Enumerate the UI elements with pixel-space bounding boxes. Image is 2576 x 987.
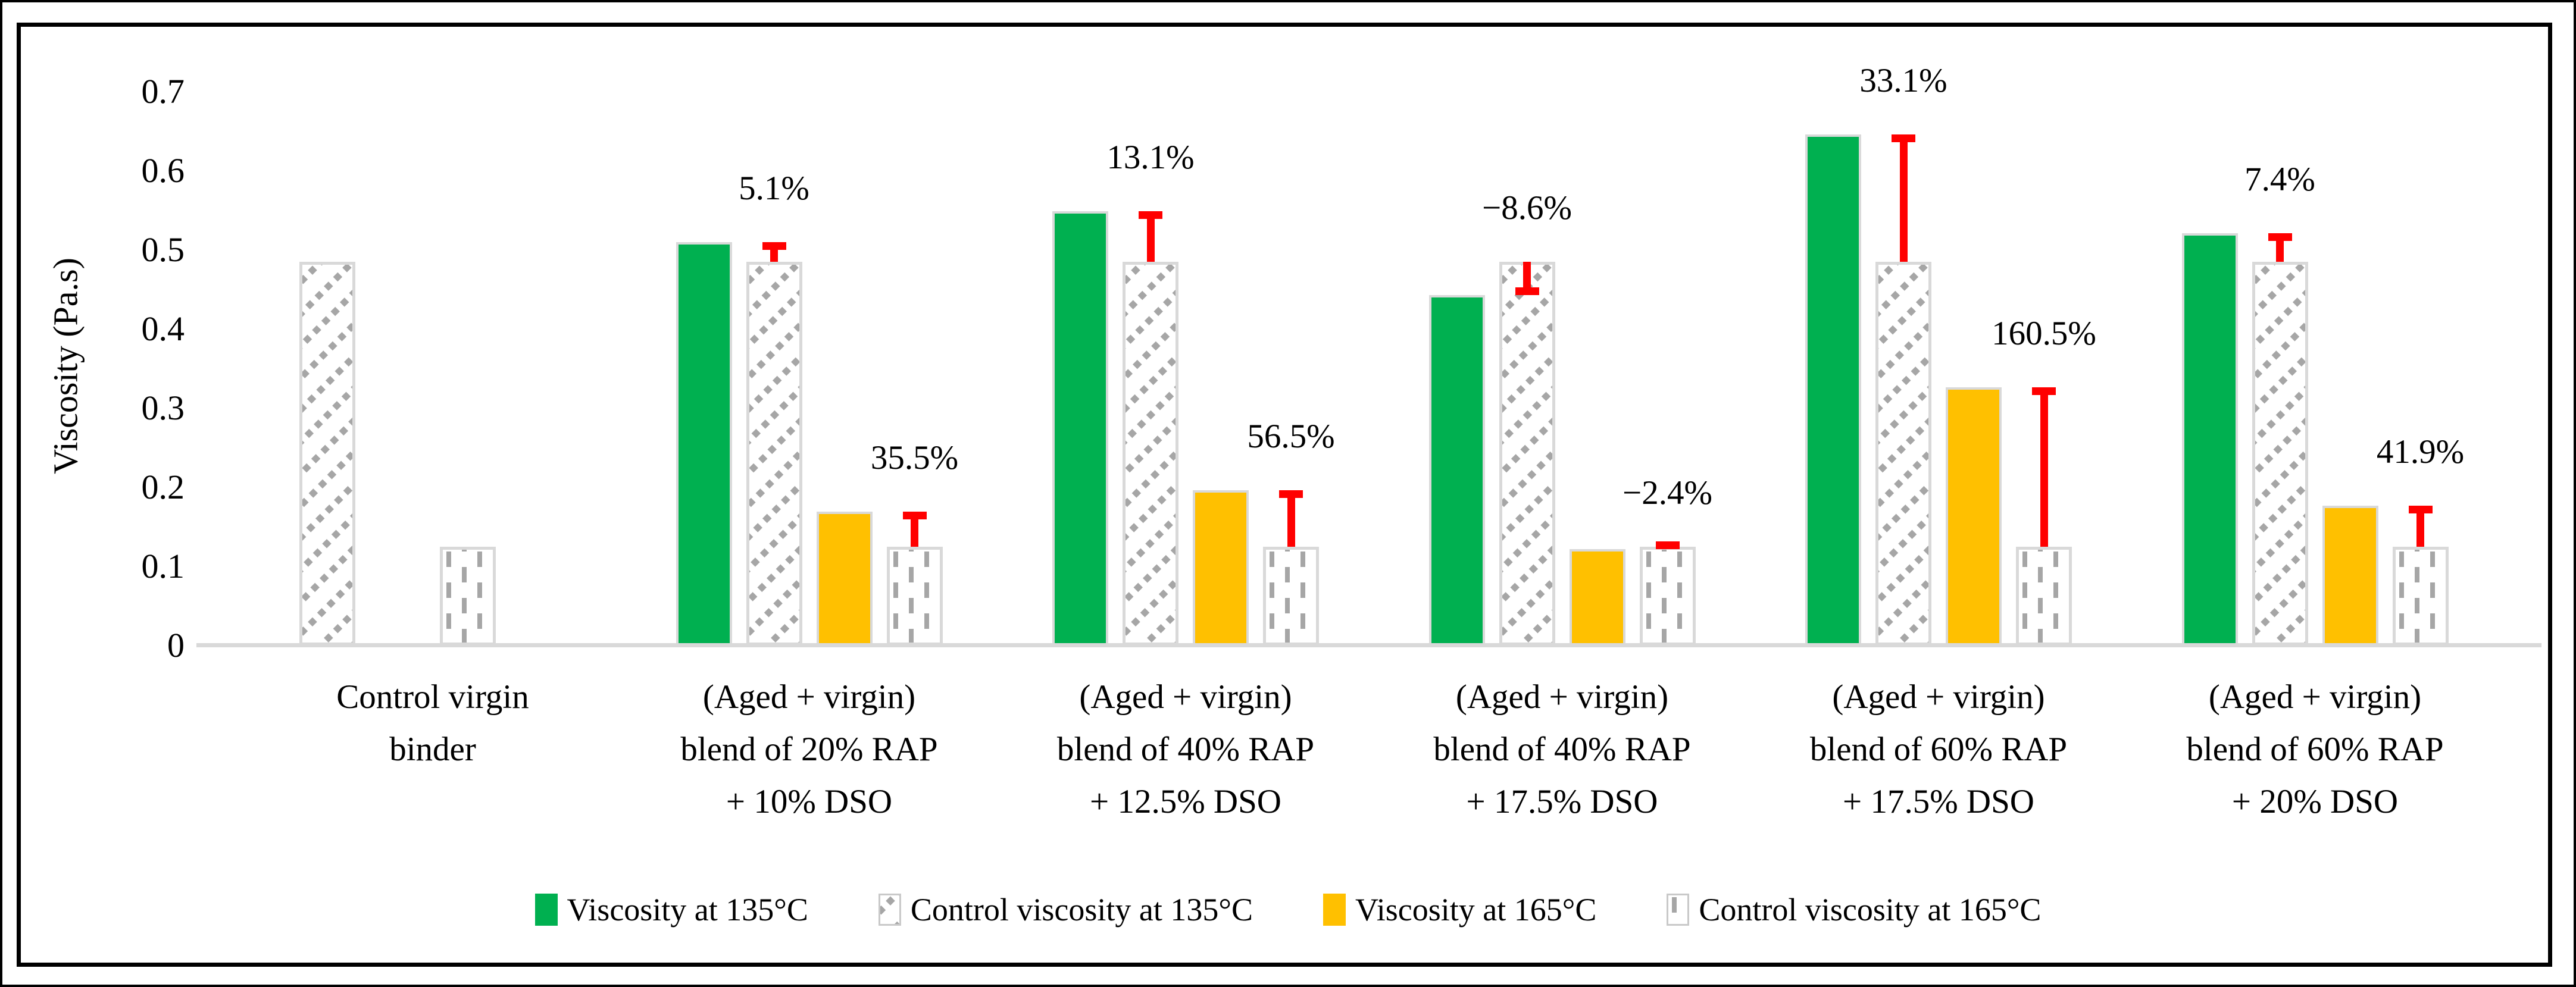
percent-diff-label-135c: 7.4% (2244, 161, 2315, 199)
percent-diff-label-165c: 160.5% (1992, 315, 2096, 353)
percent-diff-label-165c: 41.9% (2376, 433, 2465, 471)
error-bar-cap-165c (1279, 490, 1303, 499)
bar-control-viscosity-135c (1875, 262, 1931, 646)
percent-diff-label-165c: 35.5% (870, 439, 959, 477)
bar-viscosity-135c (2181, 233, 2238, 646)
bar-control-viscosity-135c (1123, 262, 1178, 646)
bar-viscosity-165c (1946, 387, 2002, 646)
legend-item-viscosity-165c: Viscosity at 165°C (1323, 891, 1596, 928)
percent-diff-label-135c: 33.1% (1859, 61, 1947, 99)
error-bar-stem-135c (1899, 142, 1908, 262)
bar-viscosity-165c (2322, 506, 2378, 646)
y-tick-label: 0.4 (141, 309, 185, 348)
error-bar-cap-135c (1515, 287, 1539, 295)
error-bar-stem-135c (2276, 241, 2284, 262)
category-label: Control virgin binder (336, 678, 529, 768)
legend-item-viscosity-135c: Viscosity at 135°C (534, 891, 808, 928)
percent-diff-label-165c: −2.4% (1622, 474, 1712, 512)
bar-control-viscosity-135c (1499, 262, 1555, 646)
error-bar-stem-135c (1146, 218, 1155, 262)
error-bar-stem-135c (1523, 261, 1531, 287)
legend-label-viscosity-135c: Viscosity at 135°C (567, 892, 808, 928)
percent-diff-label-135c: 13.1% (1106, 138, 1195, 176)
bar-viscosity-165c (1193, 490, 1249, 646)
error-bar-cap-165c (902, 512, 927, 520)
legend-label-control-viscosity-135c: Control viscosity at 135°C (910, 892, 1253, 928)
y-tick-label: 0.1 (141, 547, 185, 585)
legend: Viscosity at 135°C Control viscosity at 1… (24, 891, 2552, 928)
legend-label-viscosity-165c: Viscosity at 165°C (1355, 892, 1597, 928)
bar-control-viscosity-165c (440, 547, 496, 646)
error-bar-stem-165c (2416, 513, 2424, 547)
bar-control-viscosity-165c (2392, 547, 2449, 646)
error-bar-cap-165c (1655, 541, 1680, 549)
category-label: (Aged + virgin) blend of 20% RAP + 10% D… (680, 678, 938, 820)
bar-viscosity-165c (816, 512, 873, 646)
y-tick-label: 0.3 (141, 388, 185, 427)
y-axis-title: Viscosity (Pa.s) (46, 258, 85, 474)
error-bar-cap-135c (1892, 134, 1915, 142)
error-bar-stem-165c (1287, 498, 1295, 547)
bar-viscosity-135c (1805, 134, 1861, 646)
legend-swatch-viscosity-165c (1323, 894, 1346, 926)
error-bar-stem-165c (911, 519, 918, 547)
error-bar-cap-165c (2032, 387, 2056, 396)
bar-viscosity-135c (676, 242, 732, 646)
bar-viscosity-135c (1052, 211, 1108, 646)
error-bar-cap-135c (762, 242, 786, 250)
y-tick-label: 0.7 (141, 72, 185, 111)
legend-item-control-viscosity-165c: Control viscosity at 165°C (1667, 891, 2041, 928)
legend-label-control-viscosity-165c: Control viscosity at 165°C (1699, 892, 2042, 928)
error-bar-cap-165c (2408, 505, 2433, 513)
bar-viscosity-135c (1428, 295, 1485, 646)
legend-swatch-control-viscosity-165c (1667, 894, 1690, 926)
percent-diff-label-165c: 56.5% (1247, 418, 1335, 456)
y-tick-label: 0 (167, 626, 185, 665)
y-tick-label: 0.6 (141, 151, 185, 190)
percent-diff-label-135c: 5.1% (739, 169, 809, 207)
bar-control-viscosity-165c (2016, 547, 2072, 646)
error-bar-stem-135c (770, 249, 778, 262)
percent-diff-label-135c: −8.6% (1482, 189, 1572, 227)
x-axis-line (196, 643, 2541, 647)
legend-swatch-control-viscosity-135c (878, 894, 901, 926)
y-tick-label: 0.5 (141, 230, 185, 269)
bar-viscosity-165c (1569, 549, 1625, 646)
error-bar-stem-165c (2040, 395, 2048, 547)
bar-control-viscosity-165c (1263, 547, 1319, 646)
legend-item-control-viscosity-135c: Control viscosity at 135°C (878, 891, 1253, 928)
bar-control-viscosity-135c (2252, 262, 2308, 646)
category-label: (Aged + virgin) blend of 60% RAP + 20% D… (2186, 678, 2444, 820)
error-bar-cap-135c (2268, 233, 2292, 242)
bar-control-viscosity-165c (886, 547, 943, 646)
y-tick-label: 0.2 (141, 468, 185, 506)
category-label: (Aged + virgin) blend of 40% RAP + 12.5%… (1056, 678, 1315, 820)
category-label: (Aged + virgin) blend of 40% RAP + 17.5%… (1433, 678, 1691, 820)
legend-swatch-viscosity-135c (534, 894, 558, 926)
bar-control-viscosity-165c (1639, 547, 1696, 646)
category-label: (Aged + virgin) blend of 60% RAP + 17.5%… (1809, 678, 2068, 820)
error-bar-cap-135c (1139, 211, 1162, 219)
bar-control-viscosity-135c (299, 262, 355, 646)
